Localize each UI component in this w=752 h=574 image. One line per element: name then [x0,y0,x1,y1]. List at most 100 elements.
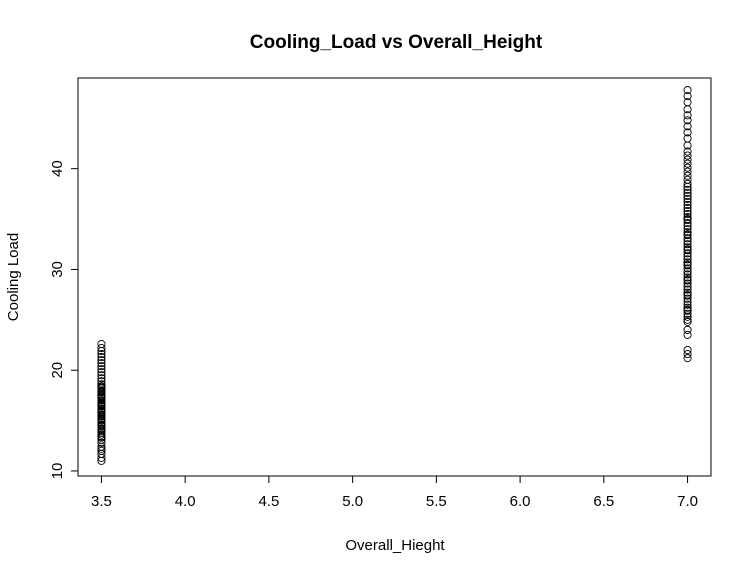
data-point [683,317,692,326]
data-point [97,421,106,430]
data-point [97,356,106,365]
y-tick-label: 40 [49,160,66,177]
data-point [97,393,106,402]
x-tick-label: 4.0 [175,493,196,510]
x-axis: 3.5 4.0 4.5 5.0 5.5 6.0 6.5 7.0 [91,476,698,510]
y-tick-label: 10 [49,463,66,480]
data-point [683,86,692,95]
data-point [97,407,106,416]
data-point [97,415,106,424]
data-point [683,191,692,200]
data-point [683,309,692,318]
data-point [683,212,692,222]
data-point [683,270,692,279]
data-point [683,290,692,299]
data-point [683,179,692,188]
data-point [97,353,106,362]
data-point [97,399,106,408]
data-point [683,188,692,197]
data-point [683,275,692,284]
data-point [683,288,692,297]
data-point [683,243,692,252]
data-point [683,294,692,303]
data-point [683,303,692,312]
data-point [97,368,106,377]
data-point [683,255,692,264]
data-point [683,228,692,237]
data-point [97,411,106,420]
data-point [683,111,692,120]
data-point [683,346,692,355]
data-point [97,433,106,442]
data-point [97,350,106,359]
x-tick-label: 5.0 [342,493,363,510]
data-point [683,209,692,219]
data-point [97,387,106,396]
data-point [683,197,692,206]
data-point [683,175,692,184]
data-point [683,273,692,282]
x-tick-label: 6.0 [510,493,531,510]
data-point [683,350,692,359]
data-point [683,155,692,164]
data-point [683,171,692,180]
data-point [683,206,692,216]
data-point [683,305,692,314]
data-point [683,300,692,309]
data-point [683,279,692,288]
data-point [97,391,106,400]
x-tick-label: 3.5 [91,493,112,510]
data-point [683,134,692,143]
x-tick-label: 4.5 [258,493,279,510]
data-point [97,438,106,447]
data-point [97,371,106,380]
data-point [683,258,692,267]
data-point [683,163,692,172]
data-point [683,185,692,194]
data-point [683,159,692,168]
data-point [683,264,692,273]
plot-frame [77,77,712,477]
y-tick-label: 20 [49,362,66,379]
y-axis: 10 20 30 40 [49,160,78,479]
data-point [683,240,692,249]
data-point [683,203,692,213]
data-point [683,128,692,137]
data-point [683,122,692,131]
data-point [97,377,106,386]
x-tick-label: 6.5 [593,493,614,510]
data-point [97,365,106,374]
data-point [97,425,106,434]
data-point [97,383,106,392]
data-point [683,215,692,224]
data-point [683,230,692,239]
x-axis-label: Overall_Hieght [345,537,445,554]
data-point [683,194,692,203]
data-point [97,362,106,371]
data-point [683,315,692,324]
data-point [683,151,692,160]
data-point [97,444,106,453]
data-point [683,167,692,176]
data-point [683,147,692,156]
data-point [683,219,692,228]
data-point [683,116,692,125]
data-point [683,98,692,107]
data-point [97,343,106,353]
data-point [97,430,106,439]
x-tick-label: 7.0 [677,493,698,510]
data-point [97,374,106,383]
y-axis-label: Cooling Load [5,233,22,321]
y-tick-label: 30 [49,261,66,278]
data-point [97,339,106,349]
data-point [683,249,692,258]
data-point [683,330,692,339]
data-point [683,260,692,269]
data-point [97,396,106,405]
data-point [683,325,692,334]
data-points [97,86,692,465]
data-point [97,446,106,455]
chart-title: Cooling_Load vs Overall_Height [250,32,543,53]
data-point [683,245,692,254]
